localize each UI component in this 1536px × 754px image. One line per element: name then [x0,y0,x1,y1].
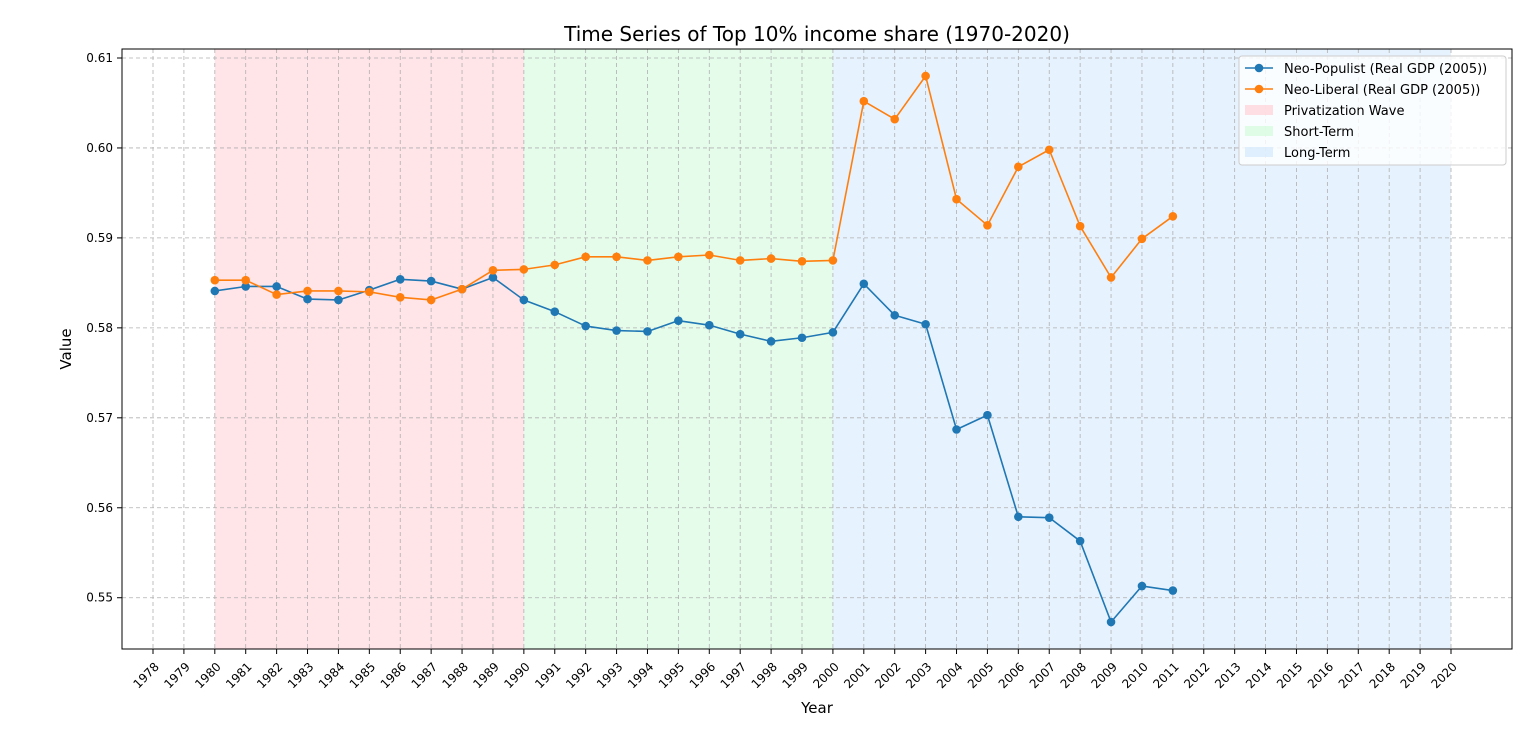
data-point [1014,162,1023,172]
series-line-0 [214,276,1173,623]
data-point [983,410,992,420]
legend-label: Short-Term [1284,125,1354,140]
data-point [890,114,900,124]
data-point [1106,273,1116,282]
chart-title: Time Series of Top 10% income share (197… [563,22,1070,46]
legend-box [1238,55,1507,166]
data-point [612,252,621,262]
legend-swatch-2 [1245,147,1273,157]
legend-label: Neo-Populist (Real GDP (2005)) [1284,62,1487,77]
data-point [272,282,281,291]
data-point [797,333,807,343]
data-point [952,194,961,204]
data-point [334,295,343,305]
data-point [828,328,838,337]
y-tick-label: 0.56 [86,501,113,515]
data-point [241,282,251,291]
data-point [674,316,683,325]
data-point [210,275,220,285]
data-point [983,221,992,230]
data-point [395,274,405,284]
legend-label: Long-Term [1284,146,1350,161]
data-point [426,295,436,305]
data-point [395,292,405,302]
data-point [766,254,776,263]
data-point [952,425,961,434]
legend-marker-0 [1254,63,1264,73]
data-point [303,286,312,296]
data-point [1137,581,1147,591]
data-point [488,273,498,282]
shaded-region-1 [523,49,833,649]
data-point [1044,145,1054,155]
legend-label: Neo-Liberal (Real GDP (2005)) [1284,83,1480,98]
data-point [643,256,652,265]
data-point [519,265,529,274]
data-point [704,320,714,330]
data-point [426,276,436,286]
y-axis-title: Value [57,328,75,369]
data-point [550,307,560,316]
data-point [643,327,652,336]
data-point [921,71,930,81]
x-axis-title: Year [800,699,834,717]
legend: Neo-Populist (Real GDP (2005)) Neo-Libera… [1238,55,1507,166]
plot-frame [121,48,1513,650]
y-tick-label: 0.55 [86,591,113,605]
data-point [704,250,714,260]
data-point [1075,221,1085,231]
data-point [581,252,590,262]
legend-swatch-1 [1245,126,1273,136]
data-point [210,286,220,296]
data-point [241,275,251,285]
series-line-1 [214,75,1174,301]
data-point [859,96,869,106]
data-point [1137,234,1147,244]
data-point [272,290,281,299]
data-point [488,265,498,275]
data-point [1014,512,1023,522]
shaded-region-0 [214,49,524,649]
data-point [334,286,343,296]
data-point [859,279,869,289]
data-point [890,310,900,320]
data-point [1075,536,1085,546]
y-tick-label: 0.57 [86,411,113,425]
y-tick-label: 0.61 [86,51,113,65]
legend-marker-1 [1254,84,1264,94]
data-point [519,295,529,305]
data-point [1044,513,1054,522]
data-point [674,252,683,262]
data-point [1106,617,1116,627]
data-point [735,329,745,339]
data-point [303,294,312,304]
data-point [612,326,621,335]
data-point [828,256,838,265]
data-point [457,284,467,294]
y-tick-label: 0.59 [86,231,113,245]
y-tick-label: 0.60 [86,141,113,155]
y-tick-label: 0.58 [86,321,113,335]
data-point [735,256,745,265]
data-point [1168,212,1178,221]
data-point [1168,586,1178,595]
data-point [581,321,590,331]
data-point [550,260,560,270]
data-point [921,319,930,329]
data-point [797,256,807,266]
legend-label: Privatization Wave [1284,104,1404,119]
data-point [766,337,776,346]
legend-swatch-0 [1245,105,1273,115]
data-point [365,287,374,297]
